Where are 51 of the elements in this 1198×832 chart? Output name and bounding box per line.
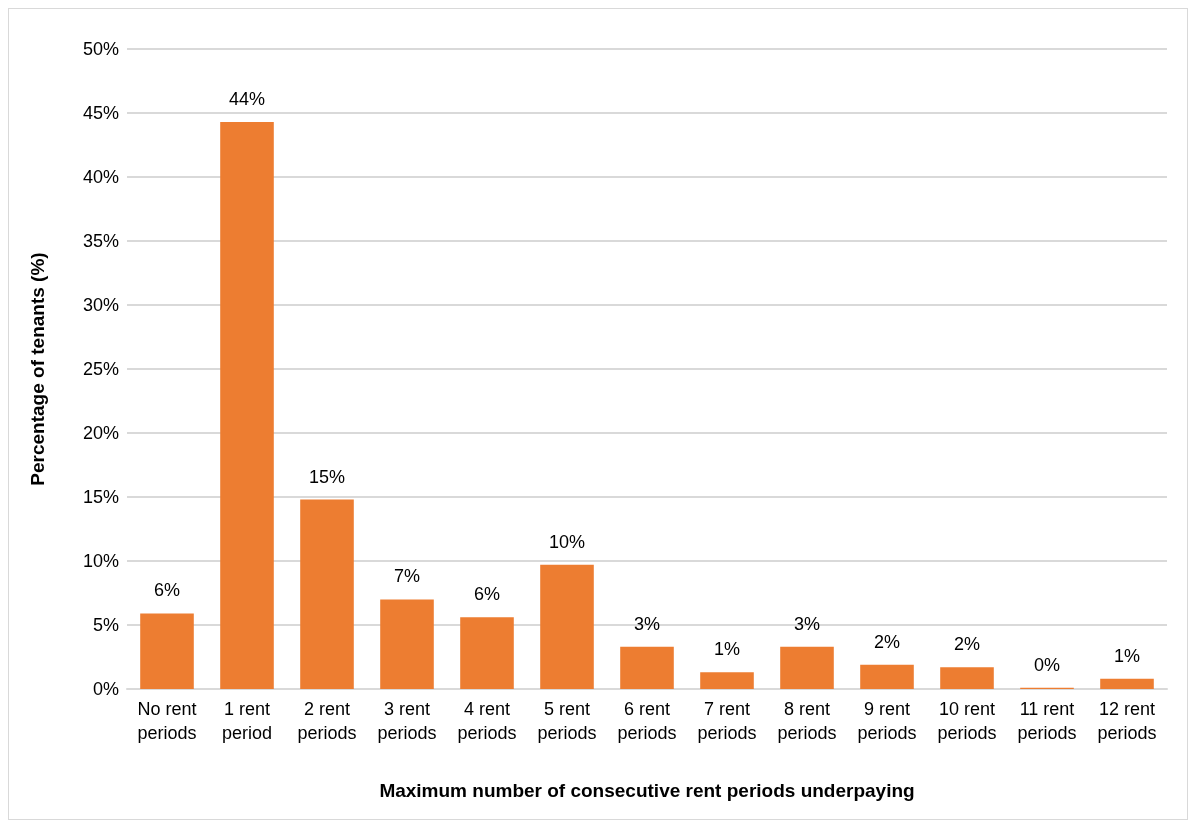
x-tick-label: 10 rent periods: [937, 699, 997, 743]
data-label: 3%: [633, 613, 661, 634]
data-label: 1%: [1113, 645, 1141, 666]
bar: [220, 121, 274, 689]
bar: [780, 646, 834, 689]
data-label: 10%: [548, 531, 586, 552]
y-tick-label: 0%: [92, 679, 119, 699]
bar: [540, 564, 594, 689]
data-label: 0%: [1033, 654, 1061, 675]
y-tick-label: 35%: [82, 231, 119, 251]
y-tick-label: 30%: [82, 295, 119, 315]
x-tick-label: 5 rent periods: [537, 699, 597, 743]
data-label: 7%: [393, 566, 421, 587]
bar: [700, 672, 754, 689]
bar: [380, 599, 434, 689]
data-label: 6%: [153, 580, 181, 601]
data-label: 6%: [473, 584, 501, 605]
data-label: 2%: [873, 631, 901, 652]
x-tick-label: 1 rent period: [221, 699, 273, 743]
bar: [300, 499, 354, 689]
x-tick-label: 8 rent periods: [777, 699, 837, 743]
y-tick-label: 45%: [82, 103, 119, 123]
y-tick-label: 5%: [92, 615, 119, 635]
bar: [140, 613, 194, 689]
data-label: 2%: [953, 634, 981, 655]
bar: [940, 667, 994, 689]
bar: [620, 646, 674, 689]
x-tick-label: 6 rent periods: [617, 699, 677, 743]
bar: [860, 664, 914, 689]
y-tick-label: 40%: [82, 167, 119, 187]
y-axis-title: Percentage of tenants (%): [27, 252, 48, 486]
x-tick-label: 3 rent periods: [377, 699, 437, 743]
data-label: 1%: [713, 639, 741, 660]
y-tick-label: 20%: [82, 423, 119, 443]
y-tick-label: 25%: [82, 359, 119, 379]
x-tick-label: 11 rent periods: [1017, 699, 1077, 743]
bar: [1100, 678, 1154, 689]
x-axis-title: Maximum number of consecutive rent periods underpaying: [379, 780, 915, 801]
x-tick-label: 9 rent periods: [857, 699, 917, 743]
y-tick-label: 10%: [82, 551, 119, 571]
x-tick-label: 2 rent periods: [297, 699, 357, 743]
bar: [460, 617, 514, 689]
y-tick-label: 15%: [82, 487, 119, 507]
y-tick-label: 50%: [82, 39, 119, 59]
data-label: 15%: [308, 466, 346, 487]
data-label: 3%: [793, 613, 821, 634]
x-tick-label: 12 rent periods: [1097, 699, 1157, 743]
x-tick-label: No rent periods: [137, 699, 197, 743]
x-tick-label: 7 rent periods: [697, 699, 757, 743]
x-tick-label: 4 rent periods: [457, 699, 517, 743]
data-label: 44%: [228, 88, 266, 109]
